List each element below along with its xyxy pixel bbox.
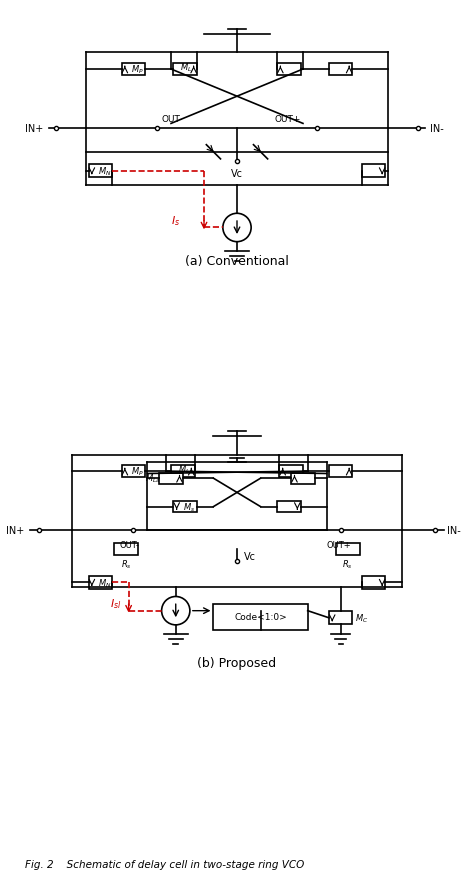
Text: $M_P$: $M_P$: [131, 466, 144, 478]
Text: $M_C$: $M_C$: [355, 612, 368, 624]
Bar: [279, 466, 303, 477]
Text: $M_{La}$: $M_{La}$: [145, 473, 161, 485]
Text: $I_{sl}$: $I_{sl}$: [110, 597, 121, 610]
Text: IN+: IN+: [6, 525, 24, 536]
Text: OUT+: OUT+: [275, 115, 301, 125]
Text: IN+: IN+: [25, 124, 43, 134]
Bar: [362, 576, 385, 589]
Bar: [329, 466, 353, 477]
Text: $I_s$: $I_s$: [171, 214, 181, 228]
Bar: [329, 64, 353, 75]
Text: $M_P$: $M_P$: [131, 64, 144, 76]
Bar: [173, 64, 197, 75]
Bar: [213, 604, 308, 630]
Text: Vc: Vc: [244, 552, 256, 561]
Bar: [336, 544, 359, 555]
Bar: [171, 466, 195, 477]
Text: IN-: IN-: [447, 525, 460, 536]
Text: $M_L$: $M_L$: [178, 463, 190, 475]
Text: $M_s$: $M_s$: [183, 501, 195, 513]
Text: IN-: IN-: [430, 124, 444, 134]
Bar: [89, 165, 112, 178]
Text: Code<1:0>: Code<1:0>: [234, 612, 287, 622]
Bar: [277, 64, 301, 75]
Text: (a) Conventional: (a) Conventional: [185, 255, 289, 267]
Bar: [121, 64, 145, 75]
Text: $M_N$: $M_N$: [98, 165, 111, 178]
Text: OUT+: OUT+: [327, 540, 351, 549]
Bar: [159, 473, 183, 484]
Bar: [291, 473, 315, 484]
Text: $R_s$: $R_s$: [342, 558, 353, 571]
Text: Fig. 2    Schematic of delay cell in two-stage ring VCO: Fig. 2 Schematic of delay cell in two-st…: [25, 859, 304, 869]
Bar: [362, 165, 385, 178]
Text: $M_N$: $M_N$: [98, 576, 111, 588]
Text: OUT-: OUT-: [119, 540, 139, 549]
Text: Vc: Vc: [231, 169, 243, 179]
Text: (b) Proposed: (b) Proposed: [198, 657, 276, 669]
Bar: [115, 544, 138, 555]
Bar: [329, 611, 353, 624]
Bar: [277, 502, 301, 513]
Text: $M_L$: $M_L$: [181, 61, 192, 74]
Text: $R_s$: $R_s$: [121, 558, 132, 571]
Bar: [121, 466, 145, 477]
Bar: [173, 502, 197, 513]
Bar: [89, 576, 112, 589]
Text: OUT-: OUT-: [162, 115, 183, 125]
